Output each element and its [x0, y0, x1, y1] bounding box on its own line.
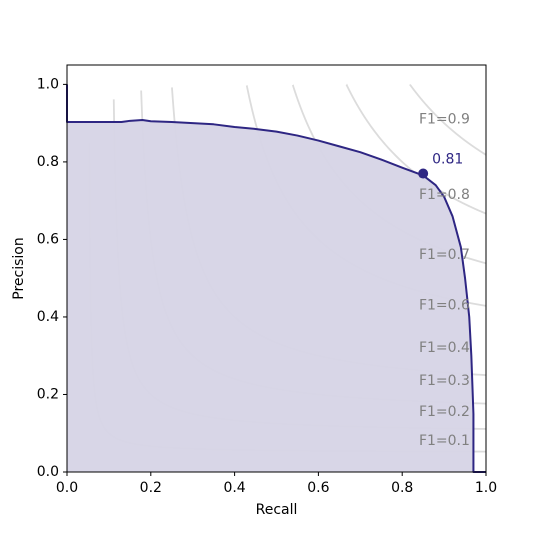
x-tick-label: 0.2 [140, 480, 162, 496]
iso-f1-label-0-7: F1=0.7 [419, 247, 470, 263]
best-point-layer: 0.81 [418, 152, 463, 179]
x-axis-title: Recall [256, 502, 298, 518]
iso-f1-line-0-9 [409, 84, 486, 156]
x-tick-label: 0.6 [307, 480, 329, 496]
iso-f1-label-0-9: F1=0.9 [419, 111, 470, 127]
iso-f1-label-0-6: F1=0.6 [419, 297, 470, 313]
iso-f1-line-0-8 [345, 83, 486, 215]
iso-f1-label-0-1: F1=0.1 [419, 433, 470, 449]
curve-layer [66, 84, 486, 473]
y-tick-label: 0.8 [37, 154, 59, 170]
iso-f1-labels: F1=0.1 F1=0.2 F1=0.3 F1=0.4 F1=0.6 F1=0.7 F1=0… [419, 111, 470, 449]
y-tick-label: 0.2 [37, 386, 59, 402]
axes: 0.0 0.2 0.4 0.6 0.8 1.0 0.0 0.2 0.4 0.6 0.8 1.0 Reca… [11, 64, 497, 518]
y-tick-label: 1.0 [37, 76, 59, 92]
x-tick-label: 1.0 [475, 480, 497, 496]
plot-frame [66, 64, 487, 473]
iso-f1-label-0-2: F1=0.2 [419, 404, 470, 420]
x-tick-label: 0.8 [391, 480, 413, 496]
area-fill-layer [67, 84, 486, 472]
best-f1-point [418, 168, 429, 179]
x-tick-label: 0.0 [56, 480, 78, 496]
iso-f1-label-0-8: F1=0.8 [419, 187, 470, 203]
pr-area-fill [67, 84, 486, 472]
pr-curve-line [66, 84, 486, 473]
y-axis-title: Precision [11, 237, 27, 299]
best-f1-label: 0.81 [432, 152, 463, 168]
y-tick-label: 0.4 [37, 309, 59, 325]
y-tick-label: 0.6 [37, 231, 59, 247]
iso-f1-label-0-3: F1=0.3 [419, 373, 470, 389]
y-tick-label: 0.0 [37, 464, 59, 480]
iso-f1-label-0-4: F1=0.4 [419, 340, 470, 356]
x-tick-label: 0.4 [223, 480, 245, 496]
